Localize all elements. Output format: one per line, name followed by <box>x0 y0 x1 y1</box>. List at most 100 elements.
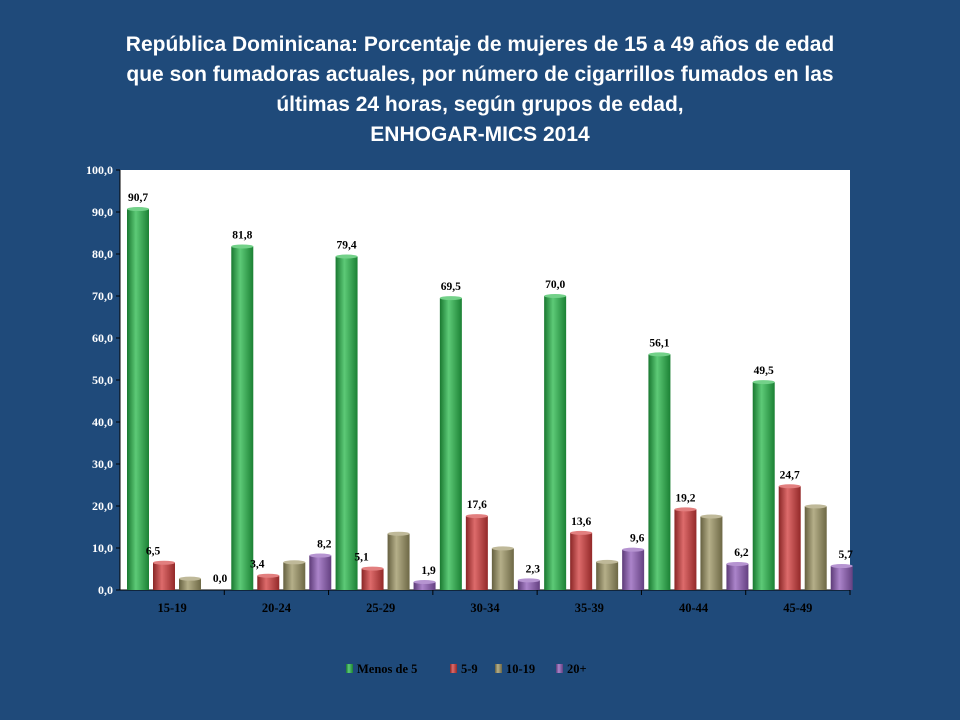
bar-cap <box>596 559 619 564</box>
x-category-label: 45-49 <box>783 601 812 615</box>
legend-swatch <box>346 664 353 673</box>
data-label: 6,7 <box>603 544 616 555</box>
y-tick-label: 50,0 <box>92 373 113 387</box>
y-tick-label: 70,0 <box>92 289 113 303</box>
data-label: 19,9 <box>809 488 827 499</box>
y-tick-label: 10,0 <box>92 541 113 555</box>
data-label: 1,9 <box>421 565 436 577</box>
bar <box>570 532 593 590</box>
y-tick-label: 90,0 <box>92 205 113 219</box>
bar <box>257 575 280 590</box>
title-line-1: República Dominicana: Porcentaje de muje… <box>125 33 835 56</box>
bar <box>622 549 645 590</box>
bar-cap <box>283 560 306 565</box>
bar <box>544 296 567 590</box>
legend-label: Menos de 5 <box>357 662 417 676</box>
bar <box>674 509 697 590</box>
y-tick-label: 100,0 <box>86 163 113 177</box>
bar-cap <box>257 573 280 578</box>
x-category-label: 30-34 <box>470 601 500 615</box>
y-tick-label: 0,0 <box>98 583 113 597</box>
legend-label: 5-9 <box>461 662 478 676</box>
x-category-label: 40-44 <box>679 601 709 615</box>
legend-label: 20+ <box>567 662 587 676</box>
bar-cap <box>309 553 332 558</box>
data-label: 6,5 <box>146 546 161 558</box>
data-label: 8,2 <box>317 539 332 551</box>
data-label: 9,6 <box>630 533 645 545</box>
data-label: 6,2 <box>734 547 749 559</box>
y-tick-label: 40,0 <box>92 415 113 429</box>
y-tick-label: 20,0 <box>92 499 113 513</box>
bar <box>127 209 149 590</box>
bar <box>752 382 775 590</box>
bar <box>648 354 671 590</box>
bar-cap <box>830 564 853 569</box>
bar <box>335 256 358 590</box>
bar-cap <box>622 547 645 552</box>
data-label: 69,5 <box>441 281 461 293</box>
bar-cap <box>570 530 593 535</box>
bar <box>361 568 384 590</box>
bar-cap <box>231 244 254 249</box>
bar-cap <box>726 561 749 566</box>
data-label: 17,5 <box>704 499 722 510</box>
bar <box>283 562 306 590</box>
bar <box>700 516 723 590</box>
chart-title: República Dominicana: Porcentaje de muje… <box>40 30 920 150</box>
data-label: 6,6 <box>290 544 303 555</box>
bar <box>465 516 488 590</box>
data-label: 19,2 <box>675 492 695 504</box>
title-line-2: que son fumadoras actuales, por número d… <box>126 63 834 86</box>
data-label: 5,1 <box>354 552 369 564</box>
bar <box>439 298 462 590</box>
title-line-4: ENHOGAR-MICS 2014 <box>370 123 590 146</box>
data-label: 49,5 <box>754 365 774 377</box>
data-label: 13,4 <box>391 516 410 527</box>
data-label: 81,8 <box>232 229 252 241</box>
bar <box>804 506 827 590</box>
bar-cap <box>648 352 671 357</box>
bar <box>726 563 749 590</box>
data-label: 24,7 <box>780 469 800 481</box>
bar-cap <box>127 207 149 212</box>
legend-swatch <box>450 664 457 673</box>
bar-cap <box>778 484 801 489</box>
bar <box>830 566 853 590</box>
bar-cap <box>752 380 775 385</box>
title-line-3: últimas 24 horas, según grupos de edad, <box>276 93 684 116</box>
x-category-label: 25-29 <box>366 601 395 615</box>
bar <box>153 562 175 590</box>
y-tick-label: 60,0 <box>92 331 113 345</box>
data-label: 13,6 <box>571 516 591 528</box>
bar-cap <box>491 546 514 551</box>
bar-cap <box>179 576 201 581</box>
x-category-label: 20-24 <box>262 601 292 615</box>
bar-cap <box>804 504 827 509</box>
bar-cap <box>361 566 384 571</box>
data-label: 79,4 <box>337 240 357 252</box>
legend-swatch <box>495 664 502 673</box>
bar-cap <box>544 294 567 298</box>
bar-cap <box>335 254 358 259</box>
bar-cap <box>439 296 462 301</box>
bar-cap <box>517 578 540 583</box>
data-label: 5,7 <box>839 549 854 561</box>
bar-cap <box>387 531 410 536</box>
bar-cap <box>465 514 488 519</box>
bar <box>517 580 540 590</box>
data-label: 90,7 <box>128 192 148 204</box>
bar <box>778 486 801 590</box>
bar <box>179 578 201 590</box>
bar-cap <box>700 514 723 519</box>
data-label: 2,7 <box>185 561 198 572</box>
data-label: 0,0 <box>213 573 228 585</box>
legend-label: 10-19 <box>506 662 535 676</box>
data-label: 2,3 <box>526 563 541 575</box>
bar <box>413 582 436 590</box>
data-label: 56,1 <box>649 337 669 349</box>
x-category-label: 35-39 <box>575 601 604 615</box>
data-label: 3,4 <box>250 559 265 571</box>
data-label: 9,9 <box>498 530 511 541</box>
